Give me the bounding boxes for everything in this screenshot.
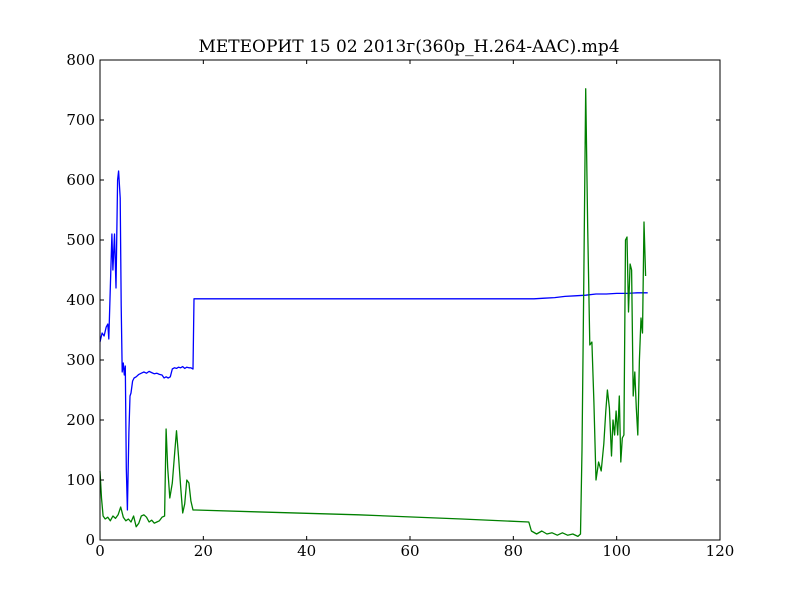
y-tick-label-8: 800 xyxy=(66,51,95,69)
y-axis: 0 100 200 300 400 500 600 700 800 xyxy=(66,51,720,549)
y-tick-label-0: 0 xyxy=(85,531,95,549)
x-tick-label-1: 20 xyxy=(194,542,213,560)
y-tick-label-6: 600 xyxy=(66,171,95,189)
y-tick-label-4: 400 xyxy=(66,291,95,309)
series-layer xyxy=(99,88,648,538)
y-tick-label-3: 300 xyxy=(66,351,95,369)
x-tick-label-5: 100 xyxy=(602,542,631,560)
series-line-1 xyxy=(99,170,648,511)
x-tick-label-2: 40 xyxy=(297,542,316,560)
x-tick-label-6: 120 xyxy=(706,542,735,560)
y-tick-label-1: 100 xyxy=(66,471,95,489)
x-tick-label-0: 0 xyxy=(95,542,105,560)
x-tick-label-4: 80 xyxy=(504,542,523,560)
y-tick-label-7: 700 xyxy=(66,111,95,129)
series-line-2 xyxy=(99,88,647,538)
chart-title: МЕТЕОРИТ 15 02 2013г(360p_H.264-AAC).mp4 xyxy=(198,37,619,57)
x-axis: 0 20 40 60 80 100 120 xyxy=(95,60,734,560)
x-tick-label-3: 60 xyxy=(400,542,419,560)
y-tick-label-2: 200 xyxy=(66,411,95,429)
y-tick-label-5: 500 xyxy=(66,231,95,249)
